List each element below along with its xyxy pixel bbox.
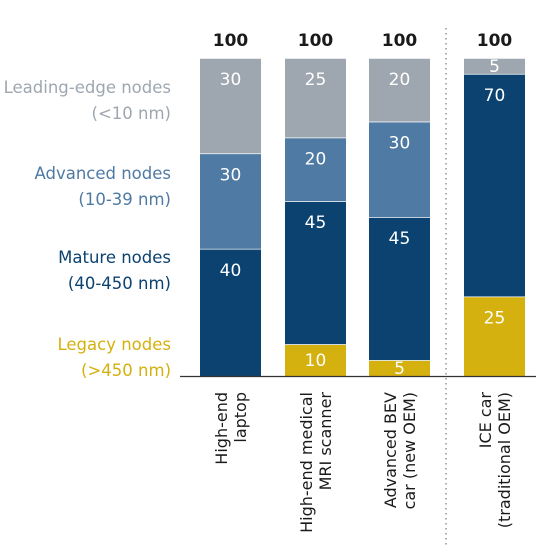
bar-segment <box>285 137 346 202</box>
total-label: 100 <box>382 31 418 51</box>
tick-label: Advanced BEV <box>381 392 400 508</box>
bar-segment <box>285 58 346 138</box>
legend-entry: Legacy nodes <box>58 335 172 354</box>
data-label: 30 <box>220 70 242 90</box>
total-label: 100 <box>298 31 334 51</box>
legend-entry: (>450 nm) <box>81 361 171 380</box>
bar-segment <box>200 153 261 249</box>
bar-segment <box>369 121 430 217</box>
bar-segment <box>285 344 346 376</box>
data-label: 30 <box>389 134 411 154</box>
tick-label: ICE car <box>476 392 495 449</box>
tick-label: car (new OEM) <box>400 392 419 509</box>
bar-segment <box>369 217 430 361</box>
data-label: 30 <box>220 165 242 185</box>
legend-entry: (<10 nm) <box>92 104 171 123</box>
bar-segment <box>369 58 430 122</box>
bars: 40 30 30 10 45 20 25 5 45 30 20 25 70 5 <box>200 57 525 379</box>
legend-entry: (10-39 nm) <box>78 190 171 209</box>
bar-segment <box>369 360 430 376</box>
category-label: ICE car (traditional OEM) <box>476 392 514 529</box>
tick-label: High-end medical <box>297 392 316 533</box>
total-label: 100 <box>213 31 249 51</box>
data-label: 10 <box>305 351 327 371</box>
total-label: 100 <box>477 31 513 51</box>
bar-segment <box>464 73 525 297</box>
data-label: 25 <box>305 70 327 90</box>
data-label: 45 <box>389 229 411 249</box>
bar-segment <box>285 201 346 345</box>
x-axis: High-end laptop High-end medical MRI scanne… <box>180 28 536 548</box>
data-label: 20 <box>305 150 327 170</box>
legend-entry: (40-450 nm) <box>68 274 171 293</box>
tick-label: MRI scanner <box>316 392 335 491</box>
bar-totals: 100 100 100 100 <box>213 31 513 51</box>
tick-label: laptop <box>231 392 250 443</box>
data-label: 5 <box>489 57 500 77</box>
legend-entry: Mature nodes <box>58 248 171 267</box>
legend-entry: Advanced nodes <box>34 164 171 183</box>
bar-segment <box>200 248 261 376</box>
category-label: High-end laptop <box>212 392 250 465</box>
category-label: High-end medical MRI scanner <box>297 392 335 533</box>
bar-segment <box>464 296 525 376</box>
legend-entry: Leading-edge nodes <box>4 78 171 97</box>
data-label: 20 <box>389 70 411 90</box>
category-label: Advanced BEV car (new OEM) <box>381 392 419 509</box>
bar-segment <box>200 58 261 154</box>
tick-label: High-end <box>212 392 231 465</box>
data-label: 25 <box>484 309 506 329</box>
data-label: 5 <box>394 359 405 379</box>
data-label: 40 <box>220 261 242 281</box>
tick-label: (traditional OEM) <box>495 392 514 528</box>
bar-segment <box>464 58 525 74</box>
legend: Legacy nodes (>450 nm) Mature nodes (40-450… <box>4 78 171 380</box>
data-label: 70 <box>484 86 506 106</box>
data-label: 45 <box>305 213 327 233</box>
